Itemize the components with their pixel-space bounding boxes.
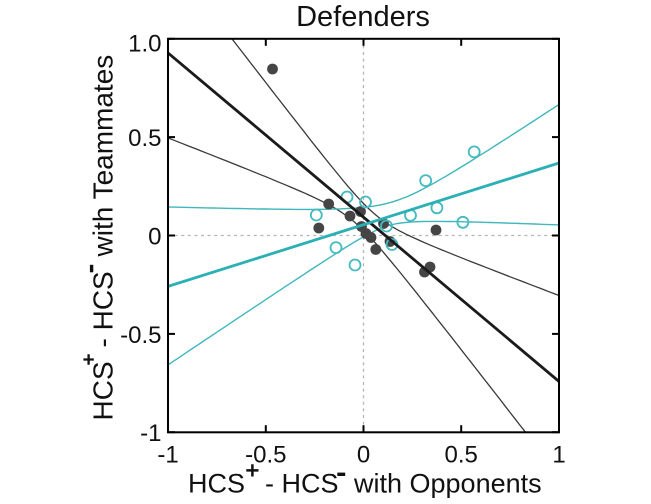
svg-text:0: 0 <box>148 224 161 251</box>
svg-text:1.0: 1.0 <box>128 31 161 58</box>
svg-text:0: 0 <box>357 442 370 469</box>
svg-text:-1: -1 <box>157 442 178 469</box>
svg-text:0.5: 0.5 <box>445 442 478 469</box>
svg-text:- HCS: - HCS <box>265 468 339 498</box>
svg-text:1: 1 <box>552 442 565 469</box>
svg-text:-1: -1 <box>140 420 161 447</box>
svg-text:with Opponents: with Opponents <box>353 468 542 498</box>
svg-text:with Teammates: with Teammates <box>88 55 119 258</box>
svg-text:- HCS: - HCS <box>88 271 119 347</box>
svg-text:-0.5: -0.5 <box>245 442 286 469</box>
svg-text:HCS: HCS <box>88 361 119 420</box>
svg-text:-0.5: -0.5 <box>120 322 161 349</box>
svg-text:Defenders: Defenders <box>296 1 430 33</box>
svg-text:0.5: 0.5 <box>128 125 161 152</box>
svg-text:HCS: HCS <box>188 468 245 498</box>
